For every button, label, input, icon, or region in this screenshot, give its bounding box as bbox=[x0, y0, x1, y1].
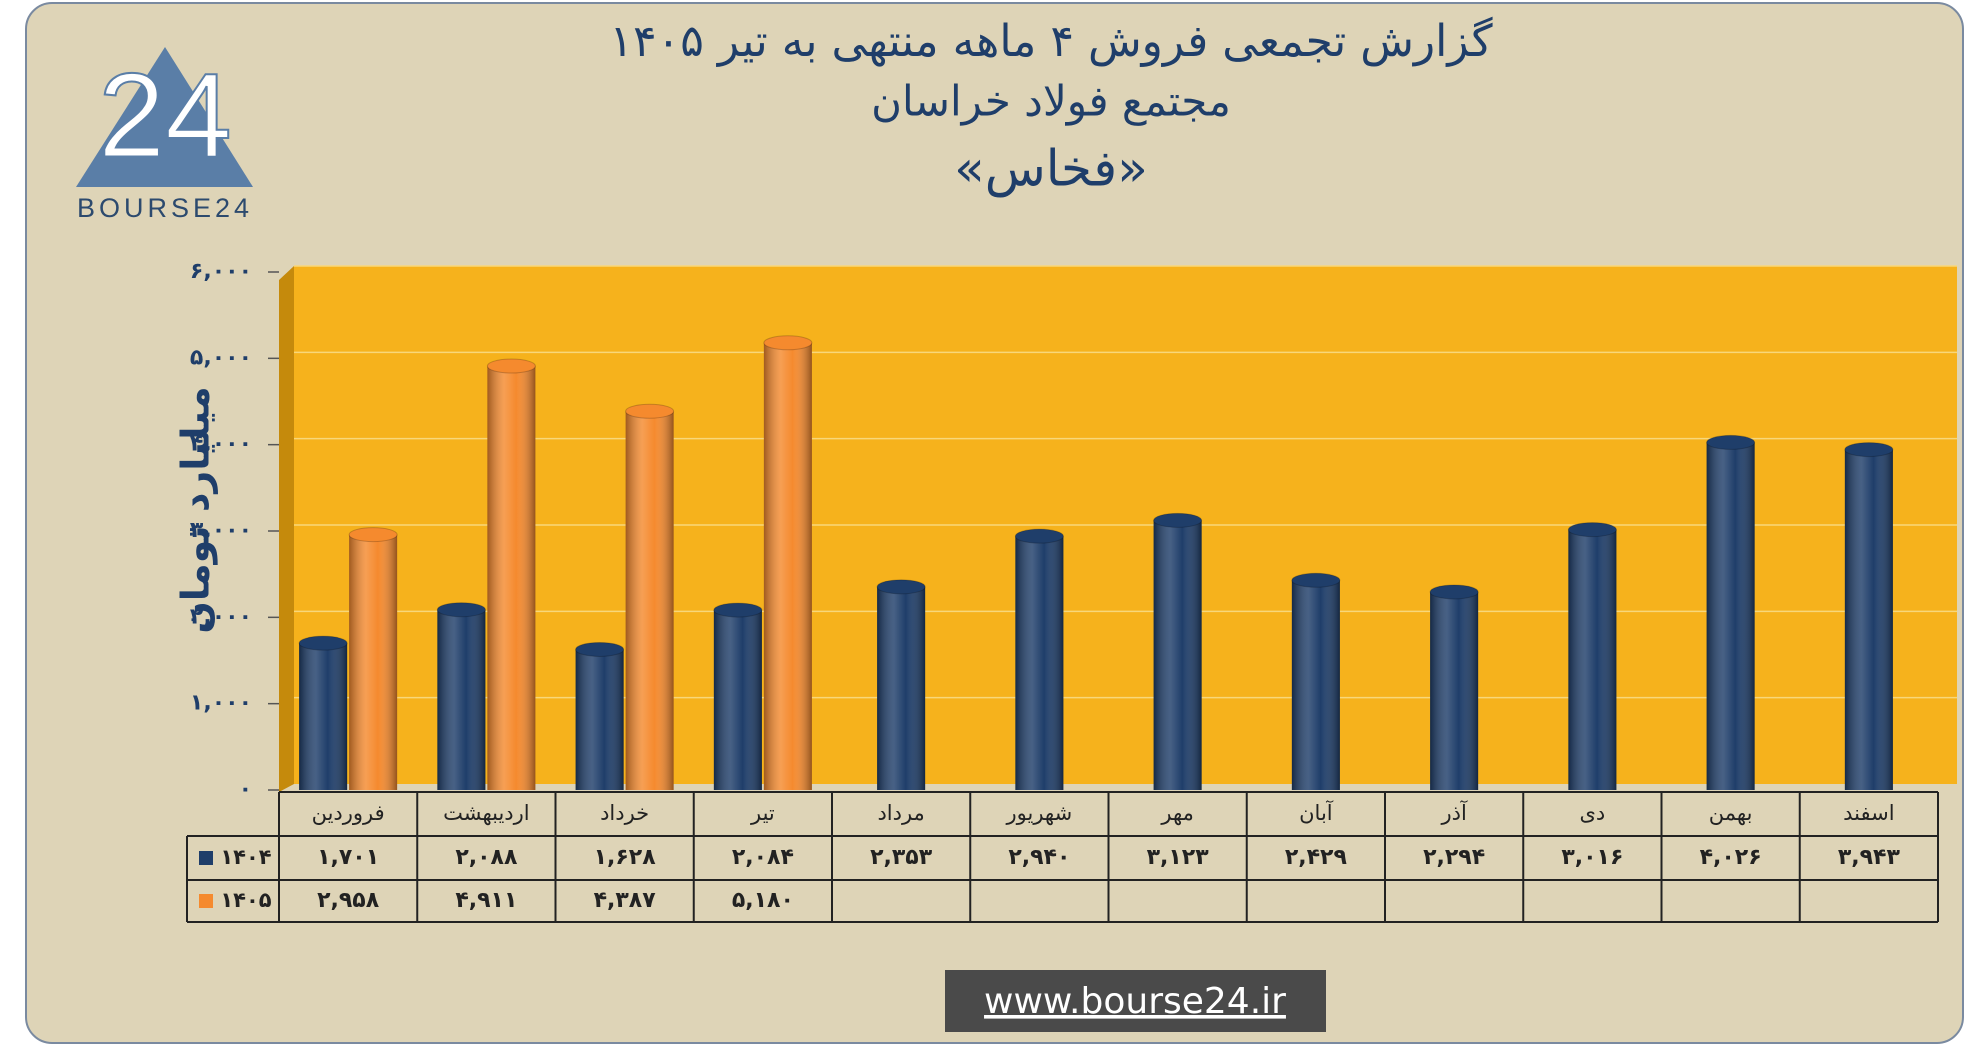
table-value: ۲,۴۲۹ bbox=[1285, 845, 1347, 870]
x-tick-label: آذر bbox=[1440, 800, 1467, 825]
table-value: ۳,۹۴۳ bbox=[1838, 845, 1901, 870]
y-tick-label: ۴,۰۰۰ bbox=[190, 432, 252, 457]
y-tick-label: ۱,۰۰۰ bbox=[190, 691, 252, 716]
bar-shade bbox=[1844, 449, 1893, 790]
plot-wall bbox=[279, 266, 294, 792]
x-tick-label: اردیبهشت bbox=[443, 801, 530, 825]
logo-text: BOURSE24 bbox=[77, 193, 253, 223]
bar-shade bbox=[625, 411, 674, 790]
bar-top bbox=[876, 579, 926, 595]
table-value: ۱,۶۲۸ bbox=[594, 845, 657, 870]
bar-top bbox=[1429, 584, 1479, 600]
x-tick-label: تیر bbox=[750, 801, 775, 825]
bar-shade bbox=[1430, 591, 1479, 790]
table-value: ۴,۳۸۷ bbox=[594, 888, 657, 913]
bar-top bbox=[436, 602, 486, 618]
bar-top bbox=[713, 602, 763, 618]
bar-shade bbox=[437, 609, 486, 790]
bar-top bbox=[763, 335, 813, 351]
bar-shade bbox=[1153, 520, 1202, 790]
legend-label: ۱۴۰۵ bbox=[220, 888, 271, 912]
bar-shade bbox=[299, 643, 348, 790]
table-value: ۳,۱۲۳ bbox=[1147, 845, 1210, 870]
footer-box bbox=[945, 970, 1326, 1032]
chart-title: گزارش تجمعی فروش ۴ ماهه منتهی به تیر ۱۴۰… bbox=[609, 16, 1492, 67]
x-tick-label: اسفند bbox=[1843, 801, 1894, 825]
bar-top bbox=[625, 403, 675, 419]
bar-top bbox=[1706, 434, 1756, 450]
logo-mark: 24 bbox=[98, 49, 231, 183]
bar-top bbox=[1153, 512, 1203, 528]
bar-top bbox=[486, 358, 536, 374]
bar-top bbox=[298, 635, 348, 651]
table-value: ۲,۳۵۳ bbox=[870, 845, 933, 870]
x-tick-label: آبان bbox=[1299, 800, 1334, 825]
x-tick-label: مهر bbox=[1160, 801, 1194, 825]
y-tick-label: ۶,۰۰۰ bbox=[190, 259, 252, 284]
x-tick-label: دی bbox=[1579, 801, 1605, 825]
x-tick-label: فروردین bbox=[312, 801, 385, 825]
logo-triangle bbox=[76, 47, 253, 187]
table-value: ۵,۱۸۰ bbox=[732, 888, 794, 913]
bar-shade bbox=[575, 649, 624, 790]
y-tick-label: ۵,۰۰۰ bbox=[190, 345, 252, 370]
bar-shade bbox=[713, 610, 762, 790]
bar-shade bbox=[349, 534, 398, 790]
legend-label: ۱۴۰۴ bbox=[220, 845, 271, 869]
table-value: ۴,۰۲۶ bbox=[1700, 845, 1762, 870]
x-tick-label: خرداد bbox=[600, 801, 649, 825]
table-value: ۴,۹۱۱ bbox=[455, 888, 517, 913]
chart-subtitle: مجتمع فولاد خراسان bbox=[871, 77, 1231, 127]
table-value: ۱,۷۰۱ bbox=[317, 845, 379, 870]
x-tick-label: بهمن bbox=[1709, 801, 1753, 825]
table-value: ۳,۰۱۶ bbox=[1561, 845, 1623, 870]
table-value: ۲,۹۵۸ bbox=[317, 888, 380, 913]
legend-swatch bbox=[199, 851, 213, 865]
table-value: ۲,۰۸۴ bbox=[732, 845, 794, 870]
bar-top bbox=[1844, 442, 1894, 458]
y-tick-label: ۳,۰۰۰ bbox=[190, 518, 252, 543]
bar-shade bbox=[763, 342, 812, 790]
bar-shade bbox=[1291, 580, 1340, 790]
bar-top bbox=[1291, 572, 1341, 588]
bar-top bbox=[348, 527, 398, 543]
bar-shade bbox=[487, 366, 536, 790]
x-tick-label: شهریور bbox=[1006, 801, 1073, 825]
x-tick-label: مرداد bbox=[877, 801, 924, 825]
bar-shade bbox=[877, 586, 926, 790]
table-value: ۲,۲۹۴ bbox=[1423, 845, 1485, 870]
table-value: ۲,۰۸۸ bbox=[455, 845, 518, 870]
bar-top bbox=[575, 641, 625, 657]
table-value: ۲,۹۴۰ bbox=[1008, 845, 1070, 870]
bar-shade bbox=[1568, 529, 1617, 790]
chart-subtitle: «فخاس» bbox=[954, 140, 1148, 198]
bar-top bbox=[1014, 528, 1064, 544]
bar-shade bbox=[1706, 442, 1755, 790]
legend-swatch bbox=[199, 894, 213, 908]
bar-shade bbox=[1015, 536, 1064, 790]
bar-top bbox=[1567, 522, 1617, 538]
y-tick-label: ۰ bbox=[239, 777, 252, 802]
footer-link[interactable]: www.bourse24.ir bbox=[984, 981, 1286, 1022]
y-axis-label: میلیارد تومان bbox=[174, 386, 218, 633]
y-tick-label: ۲,۰۰۰ bbox=[190, 604, 252, 629]
